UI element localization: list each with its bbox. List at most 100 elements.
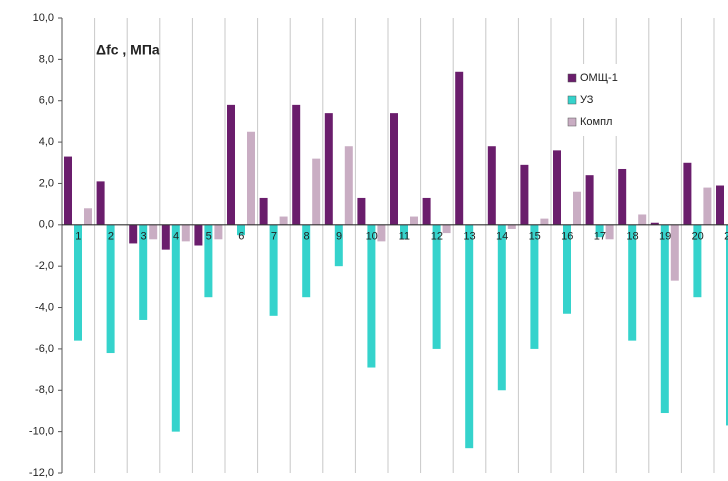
bar xyxy=(357,197,366,225)
bar xyxy=(422,197,431,225)
bar xyxy=(302,224,311,298)
x-tick-label: 7 xyxy=(271,231,277,243)
bar xyxy=(129,224,138,244)
x-tick-label: 2 xyxy=(108,231,114,243)
y-tick-label: 2,0 xyxy=(39,177,54,189)
bar xyxy=(171,224,180,432)
y-tick-label: -4,0 xyxy=(35,301,54,313)
title-box xyxy=(80,36,200,66)
x-tick-label: 12 xyxy=(431,231,443,243)
bar xyxy=(442,224,451,234)
bar xyxy=(312,158,321,225)
bar xyxy=(344,146,353,225)
bar xyxy=(670,224,679,281)
y-tick-label: -2,0 xyxy=(35,260,54,272)
chart-title: Δfc , МПа xyxy=(96,42,160,58)
bar xyxy=(530,224,539,349)
bar xyxy=(540,218,549,225)
bar xyxy=(455,71,464,225)
x-tick-label: 6 xyxy=(238,231,244,243)
bar xyxy=(650,222,659,225)
bar xyxy=(367,224,376,368)
x-tick-label: 1 xyxy=(75,231,81,243)
legend-label: Компл xyxy=(580,116,612,128)
bar xyxy=(279,216,288,225)
legend-swatch xyxy=(567,95,577,105)
x-tick-label: 11 xyxy=(399,231,410,243)
bar xyxy=(247,131,255,225)
bar xyxy=(269,224,278,316)
bar xyxy=(553,150,561,225)
legend-label: УЗ xyxy=(580,94,594,106)
bar xyxy=(618,168,627,225)
x-tick-label: 13 xyxy=(463,231,475,243)
x-tick-label: 18 xyxy=(626,231,638,243)
bar xyxy=(334,224,343,267)
bar xyxy=(410,216,418,225)
bar xyxy=(703,187,712,225)
bar xyxy=(139,224,148,320)
bar xyxy=(638,214,647,225)
bar xyxy=(683,162,692,225)
x-tick-label: 21 xyxy=(724,231,728,243)
bar xyxy=(106,224,115,354)
bar xyxy=(716,185,724,225)
bar xyxy=(605,224,614,240)
bar xyxy=(96,181,105,225)
bar xyxy=(693,224,702,298)
bar xyxy=(161,224,170,250)
bar xyxy=(214,224,223,240)
bar xyxy=(595,224,604,238)
x-tick-label: 20 xyxy=(692,231,704,243)
bar xyxy=(585,175,594,225)
bar xyxy=(390,113,398,225)
bar xyxy=(149,224,158,240)
bar xyxy=(204,224,213,298)
bar xyxy=(573,191,581,225)
y-tick-label: 10,0 xyxy=(33,12,54,24)
legend-label: ОМЩ-1 xyxy=(580,72,618,84)
bar xyxy=(74,224,82,341)
x-tick-label: 5 xyxy=(206,231,212,243)
bar xyxy=(400,224,408,240)
x-tick-label: 17 xyxy=(594,231,606,243)
y-tick-label: -8,0 xyxy=(35,384,54,396)
y-tick-label: -6,0 xyxy=(35,343,54,355)
y-tick-label: -10,0 xyxy=(29,426,54,438)
bar xyxy=(181,224,190,242)
bar xyxy=(497,224,506,391)
bar xyxy=(520,164,529,225)
x-tick-label: 8 xyxy=(303,231,309,243)
x-tick-label: 15 xyxy=(529,231,541,243)
x-tick-label: 9 xyxy=(336,231,342,243)
bar xyxy=(84,208,92,225)
bar xyxy=(660,224,669,414)
bar xyxy=(726,224,728,426)
x-tick-label: 14 xyxy=(496,231,508,243)
bar xyxy=(324,113,333,225)
bar xyxy=(563,224,571,314)
bar xyxy=(465,224,474,449)
legend-swatch xyxy=(567,73,577,83)
bar xyxy=(237,224,245,236)
x-tick-label: 3 xyxy=(140,231,146,243)
bar xyxy=(487,146,496,225)
bar xyxy=(377,224,386,242)
y-tick-label: 6,0 xyxy=(39,95,54,107)
y-tick-label: 4,0 xyxy=(39,136,54,148)
bar xyxy=(194,224,203,246)
x-tick-label: 10 xyxy=(366,231,378,243)
y-tick-label: -12,0 xyxy=(29,467,54,479)
bar xyxy=(628,224,637,341)
y-tick-label: 8,0 xyxy=(39,53,54,65)
bar xyxy=(507,224,516,229)
legend-swatch xyxy=(567,117,577,127)
x-tick-label: 4 xyxy=(173,231,179,243)
x-tick-label: 19 xyxy=(659,231,671,243)
bar xyxy=(64,156,72,225)
bar xyxy=(292,104,301,225)
bar xyxy=(259,197,268,225)
bar xyxy=(432,224,441,349)
